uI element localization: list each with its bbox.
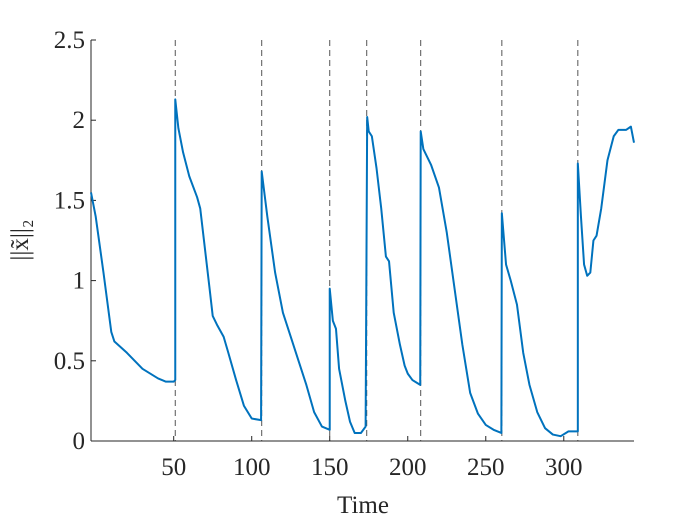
y-tick-label: 0.5 bbox=[54, 348, 85, 375]
y-tick-label: 1.5 bbox=[54, 187, 85, 214]
y-tick-label: 2 bbox=[73, 107, 86, 134]
y-tick-label: 2.5 bbox=[54, 27, 85, 54]
y-tick-label: 1 bbox=[73, 268, 86, 295]
y-tick-label: 0 bbox=[73, 428, 86, 455]
data-line bbox=[90, 98, 635, 438]
x-tick-label: 50 bbox=[161, 454, 186, 481]
x-axis-label: Time bbox=[337, 492, 389, 519]
x-tick-label: 150 bbox=[311, 454, 349, 481]
x-tick-label: 250 bbox=[467, 454, 505, 481]
y-axis-label: ||x̃||₂ bbox=[7, 219, 34, 260]
x-tick-label: 100 bbox=[233, 454, 271, 481]
x-tick-label: 300 bbox=[545, 454, 583, 481]
x-tick-label: 200 bbox=[389, 454, 427, 481]
